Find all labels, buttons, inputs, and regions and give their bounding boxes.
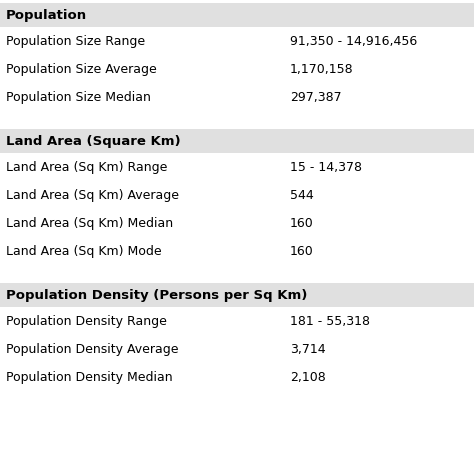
Text: 544: 544 <box>290 189 314 202</box>
Text: 2,108: 2,108 <box>290 371 326 384</box>
Bar <box>0 283 474 307</box>
Bar <box>0 4 474 28</box>
Bar <box>0 182 474 210</box>
Text: Land Area (Sq Km) Range: Land Area (Sq Km) Range <box>6 161 167 174</box>
Text: Population Size Median: Population Size Median <box>6 91 151 104</box>
Text: Population Density Range: Population Density Range <box>6 315 167 328</box>
Text: 15 - 14,378: 15 - 14,378 <box>290 161 362 174</box>
Text: Population: Population <box>6 9 87 23</box>
Text: Land Area (Sq Km) Median: Land Area (Sq Km) Median <box>6 217 173 230</box>
Text: Population Density Median: Population Density Median <box>6 371 173 384</box>
Text: 160: 160 <box>290 217 314 230</box>
Text: Population Density Average: Population Density Average <box>6 343 179 356</box>
Text: 91,350 - 14,916,456: 91,350 - 14,916,456 <box>290 36 417 48</box>
Bar <box>0 265 474 283</box>
Bar <box>0 28 474 56</box>
Bar <box>0 130 474 154</box>
Bar <box>0 56 474 84</box>
Text: 1,170,158: 1,170,158 <box>290 63 354 76</box>
Text: 160: 160 <box>290 245 314 258</box>
Bar <box>0 84 474 112</box>
Bar <box>0 112 474 130</box>
Bar <box>0 363 474 391</box>
Text: 297,387: 297,387 <box>290 91 342 104</box>
Text: 181 - 55,318: 181 - 55,318 <box>290 315 370 328</box>
Text: Population Density (Persons per Sq Km): Population Density (Persons per Sq Km) <box>6 289 307 302</box>
Text: Population Size Average: Population Size Average <box>6 63 157 76</box>
Text: Population Size Range: Population Size Range <box>6 36 145 48</box>
Bar <box>0 238 474 265</box>
Text: 3,714: 3,714 <box>290 343 326 356</box>
Text: Land Area (Sq Km) Mode: Land Area (Sq Km) Mode <box>6 245 162 258</box>
Text: Land Area (Square Km): Land Area (Square Km) <box>6 135 181 148</box>
Bar <box>0 307 474 335</box>
Bar <box>0 154 474 182</box>
Text: Land Area (Sq Km) Average: Land Area (Sq Km) Average <box>6 189 179 202</box>
Bar <box>0 335 474 363</box>
Bar <box>0 210 474 238</box>
